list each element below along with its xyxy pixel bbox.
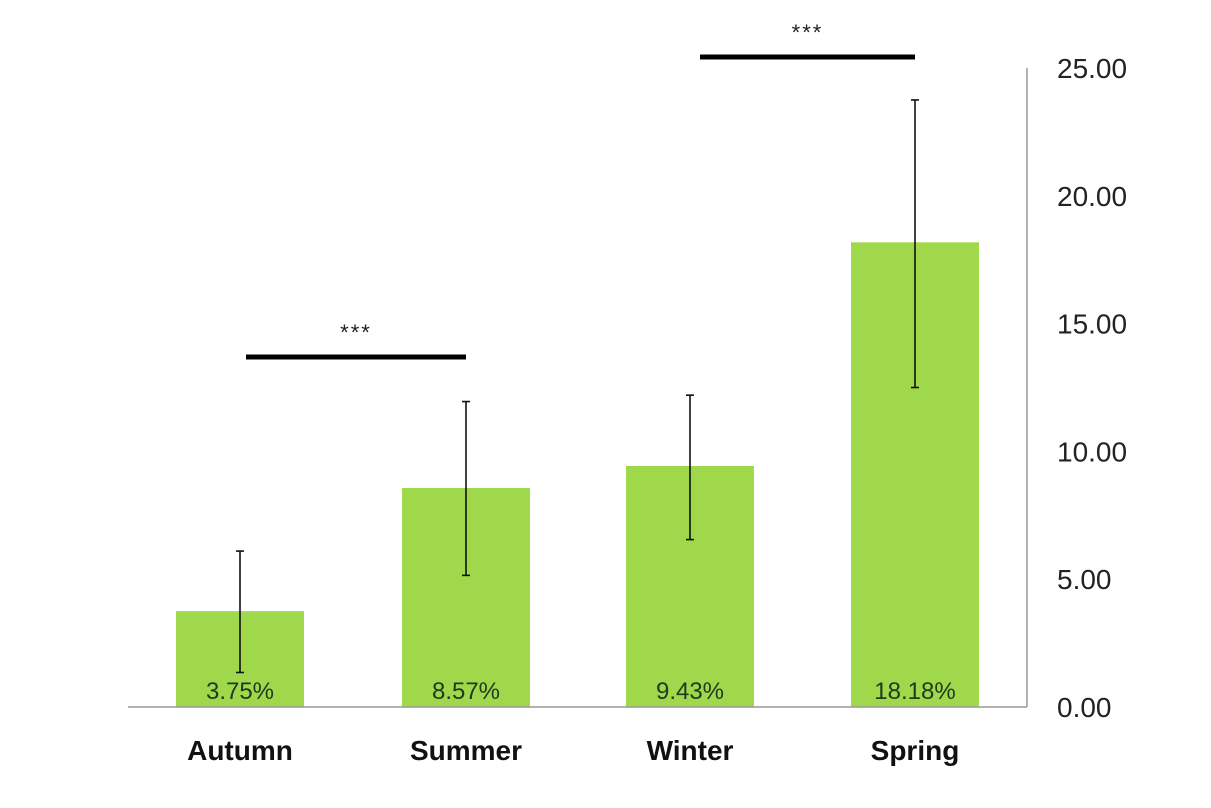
data-label-winter: 9.43%: [656, 678, 724, 705]
data-labels-layer: 3.75% 8.57% 9.43% 18.18%: [206, 678, 956, 705]
x-tick-label-autumn: Autumn: [187, 735, 293, 766]
data-label-spring: 18.18%: [874, 678, 955, 705]
axes-layer: 0.00 5.00 10.00 15.00 20.00 25.00 Autumn Summer…: [128, 53, 1127, 766]
error-bar-summer: [462, 400, 470, 577]
y-tick-label: 5.00: [1057, 564, 1112, 595]
significance-layer: *** ***: [246, 20, 915, 360]
error-bars-layer: [236, 99, 919, 674]
y-tick-label: 20.00: [1057, 181, 1127, 212]
x-tick-label-summer: Summer: [410, 735, 522, 766]
x-tick-label-winter: Winter: [647, 735, 734, 766]
error-bar-spring: [911, 99, 919, 389]
data-label-summer: 8.57%: [432, 678, 500, 705]
bars-layer: [176, 242, 979, 707]
y-tick-label: 0.00: [1057, 692, 1112, 723]
data-label-autumn: 3.75%: [206, 678, 274, 705]
y-tick-label: 10.00: [1057, 436, 1127, 467]
error-bar-autumn: [236, 550, 244, 674]
significance-bracket: ***: [246, 320, 466, 360]
error-bar-winter: [686, 394, 694, 541]
x-tick-label-spring: Spring: [871, 735, 960, 766]
significance-label: ***: [340, 320, 372, 345]
significance-label: ***: [792, 20, 824, 45]
y-tick-label: 15.00: [1057, 309, 1127, 340]
y-tick-label: 25.00: [1057, 53, 1127, 84]
significance-bracket: ***: [700, 20, 915, 60]
